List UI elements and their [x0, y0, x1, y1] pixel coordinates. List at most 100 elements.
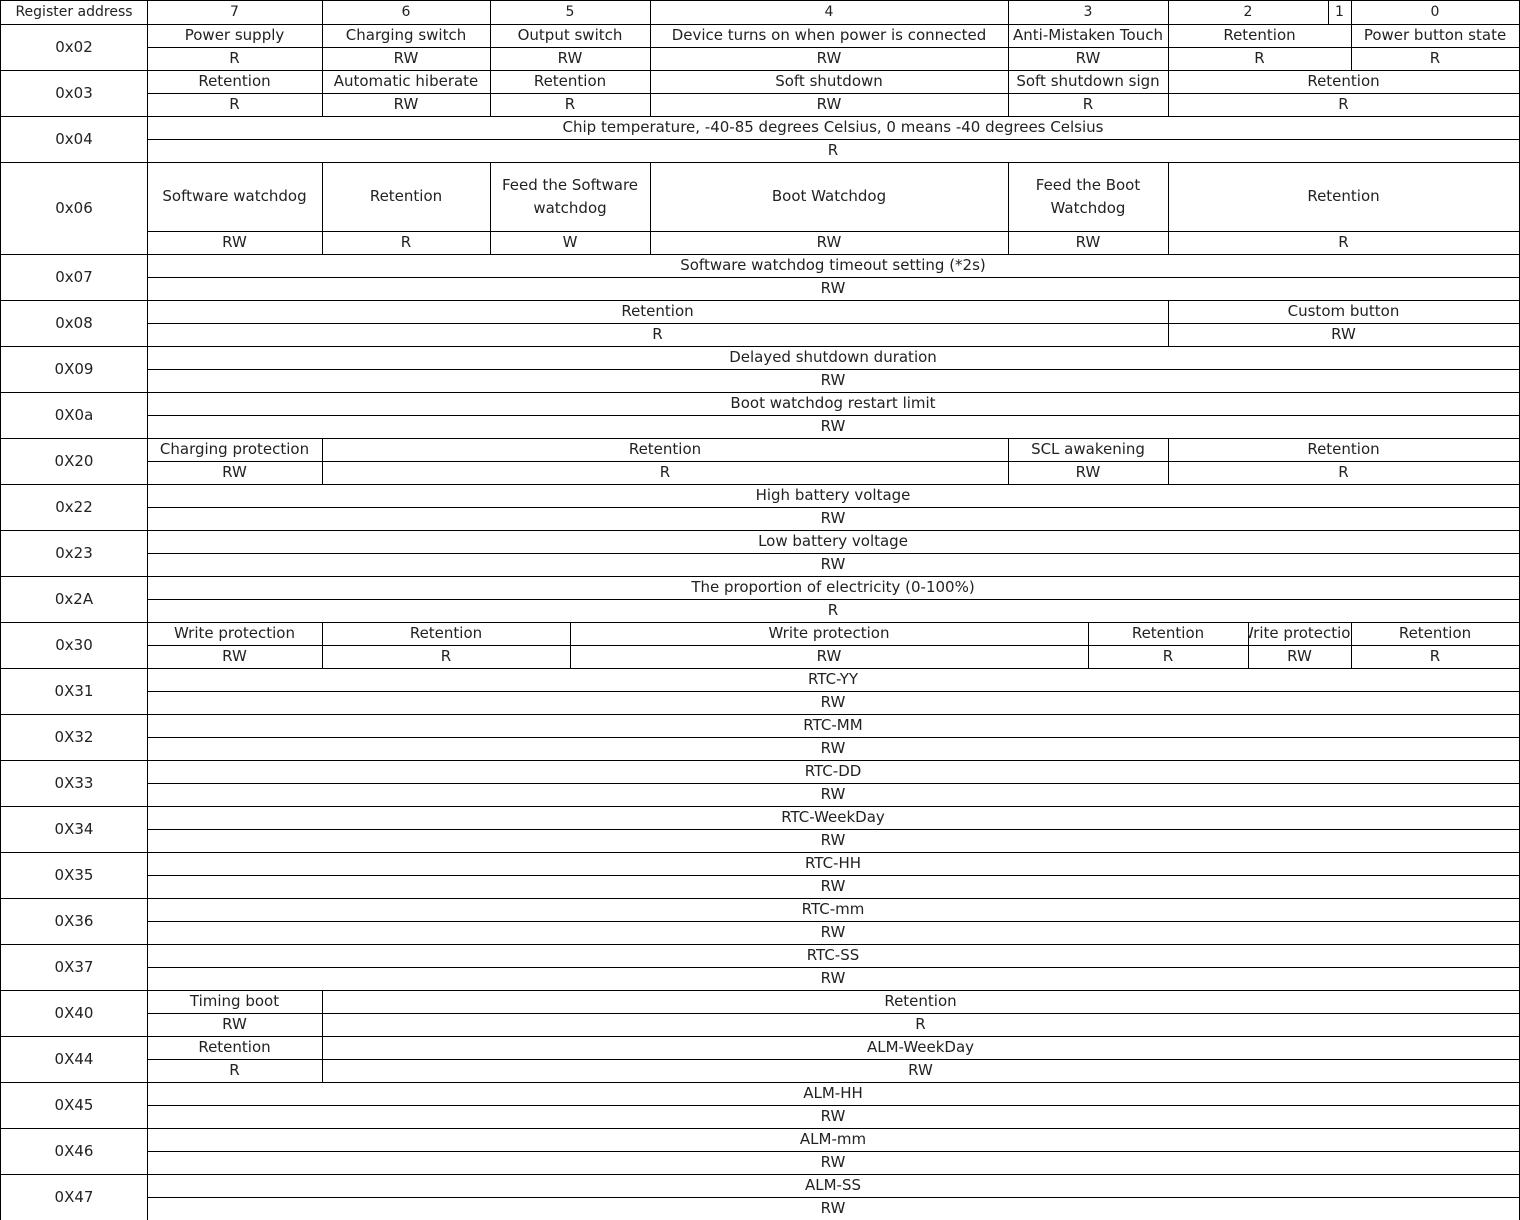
- field-name: Charging protection: [147, 438, 323, 462]
- field-access: R: [147, 599, 1520, 623]
- field-access: R: [147, 323, 1169, 347]
- field-access: W: [490, 231, 651, 255]
- register-address: 0X35: [0, 852, 148, 899]
- field-access: RW: [1248, 645, 1352, 669]
- header-cell: 7: [147, 0, 323, 25]
- field-name: Retention: [322, 162, 491, 232]
- register-address: 0x04: [0, 116, 148, 163]
- field-name: High battery voltage: [147, 484, 1520, 508]
- field-name: Retention: [322, 438, 1009, 462]
- field-access: R: [1168, 231, 1520, 255]
- field-name: Custom button: [1168, 300, 1520, 324]
- field-name: ALM-mm: [147, 1128, 1520, 1152]
- register-address: 0x03: [0, 70, 148, 117]
- field-access: RW: [650, 231, 1009, 255]
- field-name: Anti-Mistaken Touch: [1008, 24, 1169, 48]
- register-address: 0X33: [0, 760, 148, 807]
- header-cell: 4: [650, 0, 1009, 25]
- field-access: RW: [147, 967, 1520, 991]
- field-name: Retention: [1168, 162, 1520, 232]
- field-access: RW: [147, 1105, 1520, 1129]
- field-access: R: [147, 47, 323, 71]
- header-cell: 5: [490, 0, 651, 25]
- field-access: RW: [147, 231, 323, 255]
- field-name: RTC-MM: [147, 714, 1520, 738]
- register-address: 0X09: [0, 346, 148, 393]
- field-name: Retention: [322, 990, 1520, 1014]
- field-name: Charging switch: [322, 24, 491, 48]
- field-access: R: [322, 645, 571, 669]
- field-access: R: [1351, 645, 1520, 669]
- field-name: Software watchdog timeout setting (*2s): [147, 254, 1520, 278]
- field-access: RW: [650, 93, 1009, 117]
- field-access: R: [1351, 47, 1520, 71]
- field-name: Boot Watchdog: [650, 162, 1009, 232]
- field-name: Delayed shutdown duration: [147, 346, 1520, 370]
- field-name: Output switch: [490, 24, 651, 48]
- field-access: R: [322, 1013, 1520, 1037]
- field-name: Write protection: [570, 622, 1089, 646]
- field-access: R: [1168, 461, 1520, 485]
- register-address: 0x02: [0, 24, 148, 71]
- field-name: Automatic hiberate: [322, 70, 491, 94]
- register-address: 0x23: [0, 530, 148, 577]
- field-access: R: [322, 231, 491, 255]
- register-address: 0X37: [0, 944, 148, 991]
- register-address: 0X20: [0, 438, 148, 485]
- field-access: RW: [322, 47, 491, 71]
- field-name: RTC-mm: [147, 898, 1520, 922]
- field-name: Retention: [490, 70, 651, 94]
- field-access: RW: [490, 47, 651, 71]
- field-access: R: [1008, 93, 1169, 117]
- field-access: RW: [147, 1197, 1520, 1220]
- field-name: Retention: [147, 70, 323, 94]
- field-name: Feed the Software watchdog: [490, 162, 651, 232]
- register-address: 0x2A: [0, 576, 148, 623]
- field-name: RTC-YY: [147, 668, 1520, 692]
- field-name: Retention: [1168, 70, 1520, 94]
- field-name: Low battery voltage: [147, 530, 1520, 554]
- field-name: Software watchdog: [147, 162, 323, 232]
- field-name: Retention: [322, 622, 571, 646]
- register-address: 0x06: [0, 162, 148, 255]
- field-access: R: [1168, 93, 1520, 117]
- header-cell: 6: [322, 0, 491, 25]
- field-name: Timing boot: [147, 990, 323, 1014]
- field-name: Feed the Boot Watchdog: [1008, 162, 1169, 232]
- field-access: RW: [322, 93, 491, 117]
- field-name: Retention: [147, 1036, 323, 1060]
- register-address: 0X47: [0, 1174, 148, 1220]
- register-address: 0x22: [0, 484, 148, 531]
- field-access: RW: [147, 645, 323, 669]
- field-name: Power button state: [1351, 24, 1520, 48]
- register-address: 0X40: [0, 990, 148, 1037]
- field-access: R: [147, 139, 1520, 163]
- field-access: RW: [147, 737, 1520, 761]
- field-access: RW: [147, 1013, 323, 1037]
- register-address: 0X46: [0, 1128, 148, 1175]
- field-name: Device turns on when power is connected: [650, 24, 1009, 48]
- field-name: Write protection: [1248, 622, 1352, 646]
- field-access: RW: [147, 415, 1520, 439]
- field-name: Power supply: [147, 24, 323, 48]
- field-access: RW: [1008, 47, 1169, 71]
- field-name: Boot watchdog restart limit: [147, 392, 1520, 416]
- field-access: R: [147, 1059, 323, 1083]
- field-name: SCL awakening: [1008, 438, 1169, 462]
- field-name: Soft shutdown sign: [1008, 70, 1169, 94]
- field-name: ALM-HH: [147, 1082, 1520, 1106]
- field-access: RW: [147, 829, 1520, 853]
- field-access: R: [490, 93, 651, 117]
- field-name: Retention: [147, 300, 1169, 324]
- header-cell: Register address: [0, 0, 148, 25]
- register-address: 0X44: [0, 1036, 148, 1083]
- register-address: 0X36: [0, 898, 148, 945]
- field-name: RTC-WeekDay: [147, 806, 1520, 830]
- register-address: 0x30: [0, 622, 148, 669]
- field-access: RW: [147, 277, 1520, 301]
- field-name: Chip temperature, -40-85 degrees Celsius…: [147, 116, 1520, 140]
- header-cell: 3: [1008, 0, 1169, 25]
- header-cell: 0: [1351, 0, 1520, 25]
- field-access: RW: [147, 553, 1520, 577]
